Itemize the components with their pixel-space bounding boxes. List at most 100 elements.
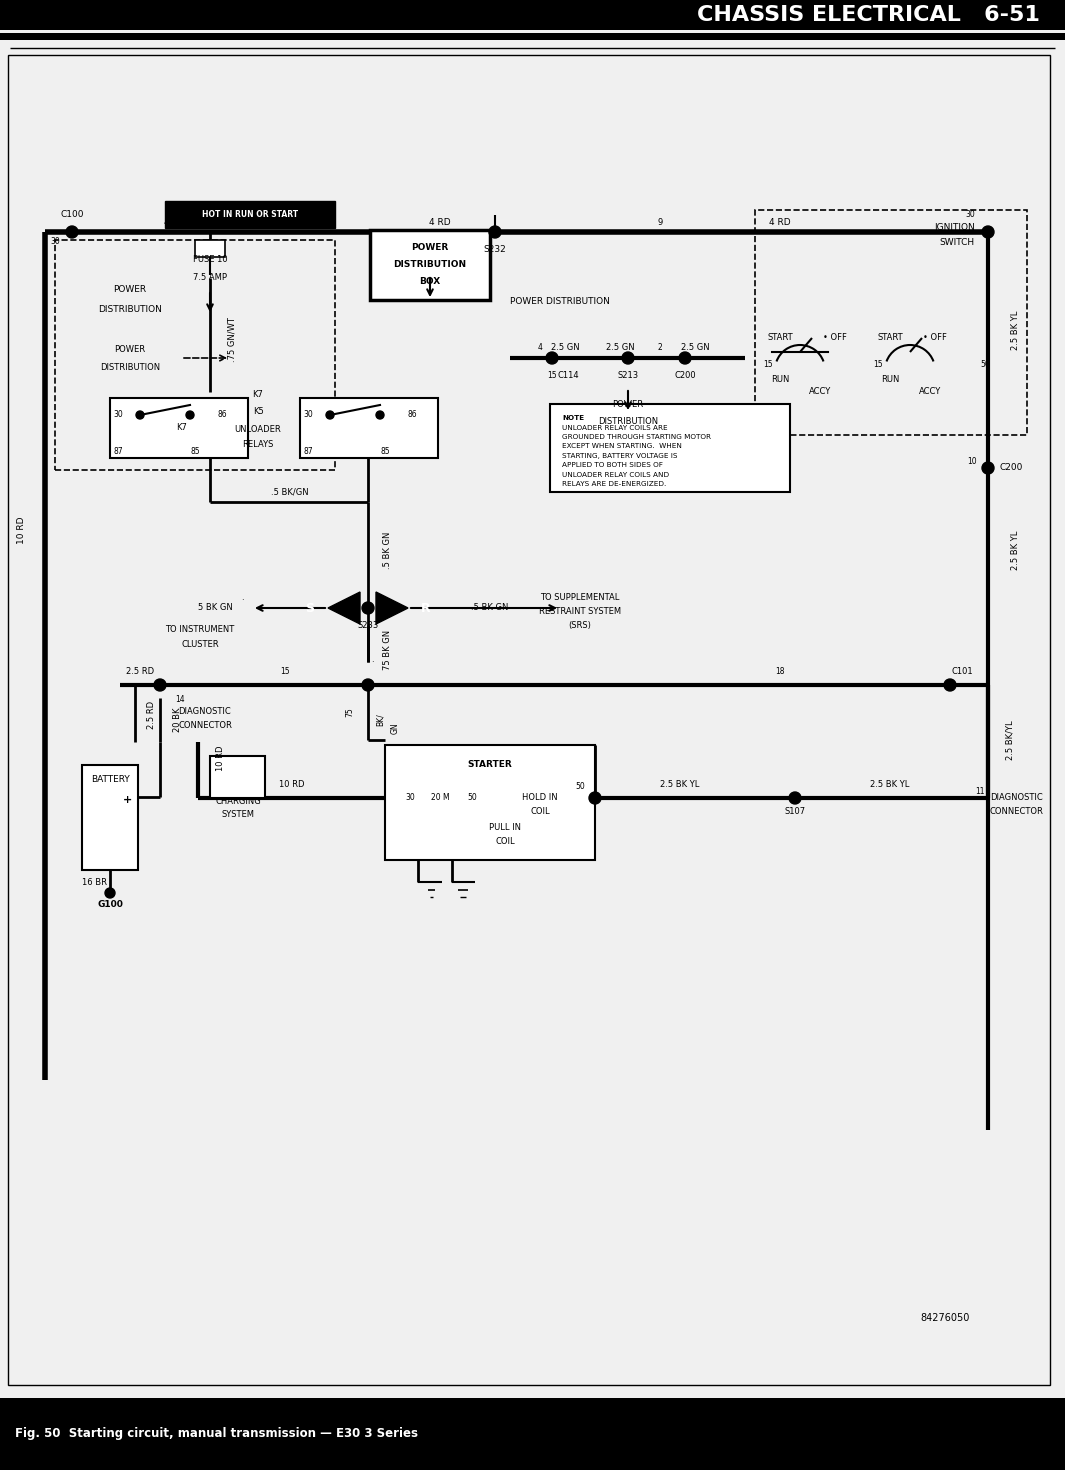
Text: • OFF: • OFF: [923, 334, 947, 343]
Text: .75 GN/WT: .75 GN/WT: [228, 318, 236, 363]
Text: C114: C114: [557, 370, 578, 379]
Text: .: .: [241, 594, 243, 603]
Text: POWER: POWER: [114, 345, 146, 354]
Text: 30: 30: [965, 210, 974, 219]
Text: 15: 15: [547, 370, 557, 379]
Text: 2.5 BK/YL: 2.5 BK/YL: [1005, 720, 1015, 760]
Text: 30: 30: [50, 238, 60, 247]
Text: CHASSIS ELECTRICAL   6-51: CHASSIS ELECTRICAL 6-51: [698, 4, 1041, 25]
Text: Fig. 50  Starting circuit, manual transmission — E30 3 Series: Fig. 50 Starting circuit, manual transmi…: [15, 1427, 417, 1441]
Circle shape: [376, 412, 384, 419]
Text: 30: 30: [113, 410, 122, 419]
Text: GN: GN: [391, 722, 399, 734]
Text: 2.5 BK YL: 2.5 BK YL: [870, 781, 910, 789]
Text: FUSE 10: FUSE 10: [193, 256, 227, 265]
Text: RUN: RUN: [771, 375, 789, 385]
Text: POWER: POWER: [411, 244, 448, 253]
Text: UNLOADER: UNLOADER: [234, 425, 281, 435]
Text: CONNECTOR: CONNECTOR: [178, 722, 232, 731]
Circle shape: [622, 351, 634, 365]
Text: 50: 50: [468, 794, 477, 803]
Text: CONNECTOR: CONNECTOR: [990, 807, 1044, 816]
Text: 2: 2: [657, 344, 662, 353]
Text: S213: S213: [618, 370, 639, 379]
Text: G100: G100: [97, 901, 122, 910]
Text: 2.5 BK YL: 2.5 BK YL: [660, 781, 700, 789]
Text: RELAYS: RELAYS: [243, 441, 274, 450]
Text: 4: 4: [538, 344, 542, 353]
Text: 86: 86: [217, 410, 227, 419]
Text: HOLD IN: HOLD IN: [522, 794, 558, 803]
Circle shape: [944, 679, 956, 691]
Text: 30: 30: [304, 410, 313, 419]
Text: 85: 85: [380, 447, 390, 457]
Bar: [82, 764, 138, 870]
Text: 30: 30: [405, 794, 415, 803]
Text: 5 BK GN: 5 BK GN: [198, 604, 232, 613]
Text: POWER DISTRIBUTION: POWER DISTRIBUTION: [510, 297, 610, 307]
Text: 15: 15: [280, 667, 290, 676]
Bar: [370, 229, 490, 300]
Text: 9: 9: [657, 219, 662, 228]
Text: .5 BK/GN: .5 BK/GN: [272, 488, 309, 497]
Text: IGNITION: IGNITION: [934, 223, 974, 232]
Text: 87: 87: [113, 447, 122, 457]
Text: C101: C101: [952, 667, 973, 676]
Text: 87: 87: [304, 447, 313, 457]
Text: COIL: COIL: [495, 838, 514, 847]
Text: R: R: [421, 601, 431, 614]
Circle shape: [154, 679, 166, 691]
Text: DISTRIBUTION: DISTRIBUTION: [98, 306, 162, 315]
Text: BK/: BK/: [376, 713, 384, 726]
Text: GROUNDED THROUGH STARTING MOTOR: GROUNDED THROUGH STARTING MOTOR: [562, 434, 711, 440]
Text: 2.5 GN: 2.5 GN: [681, 344, 709, 353]
Text: +: +: [124, 795, 133, 806]
Text: BATTERY: BATTERY: [91, 776, 129, 785]
Text: POWER: POWER: [612, 400, 643, 410]
Bar: [0, 0, 1065, 29]
Text: SWITCH: SWITCH: [940, 238, 974, 247]
Text: EXCEPT WHEN STARTING.  WHEN: EXCEPT WHEN STARTING. WHEN: [562, 444, 682, 450]
Text: STARTING, BATTERY VOLTAGE IS: STARTING, BATTERY VOLTAGE IS: [562, 453, 677, 459]
Circle shape: [546, 351, 558, 365]
Text: .5 BK GN: .5 BK GN: [383, 531, 393, 569]
Text: 16 BR: 16 BR: [82, 879, 108, 888]
Text: .5 BK GN: .5 BK GN: [472, 604, 509, 613]
Text: (SRS): (SRS): [569, 622, 591, 631]
Circle shape: [982, 462, 994, 473]
Text: NOTE: NOTE: [562, 415, 584, 420]
Text: 10 RD: 10 RD: [17, 516, 27, 544]
Text: 14: 14: [175, 695, 185, 704]
Text: S233: S233: [358, 620, 379, 629]
Bar: [165, 201, 335, 228]
Bar: [55, 240, 335, 470]
Bar: [195, 240, 225, 257]
Circle shape: [589, 792, 601, 804]
Circle shape: [789, 792, 801, 804]
Text: 86: 86: [407, 410, 416, 419]
Circle shape: [66, 226, 78, 238]
Circle shape: [186, 412, 194, 419]
Text: UNLOADER RELAY COILS ARE: UNLOADER RELAY COILS ARE: [562, 425, 668, 431]
Text: 11: 11: [976, 788, 985, 797]
Text: 2.5 BK YL: 2.5 BK YL: [1011, 310, 1019, 350]
Text: 4 RD: 4 RD: [769, 219, 791, 228]
Text: 50: 50: [575, 782, 585, 791]
Text: RUN: RUN: [881, 375, 899, 385]
Circle shape: [105, 888, 115, 898]
Text: BOX: BOX: [420, 278, 441, 287]
Circle shape: [362, 679, 374, 691]
Text: 2.5 RD: 2.5 RD: [126, 667, 154, 676]
Circle shape: [982, 226, 994, 238]
Text: SYSTEM: SYSTEM: [222, 810, 255, 819]
Text: S: S: [306, 601, 314, 614]
Text: TO SUPPLEMENTAL: TO SUPPLEMENTAL: [540, 594, 620, 603]
Text: 10 RD: 10 RD: [215, 745, 225, 770]
Text: 20 M: 20 M: [430, 794, 449, 803]
Text: UNLOADER RELAY COILS AND: UNLOADER RELAY COILS AND: [562, 472, 669, 478]
Text: K7: K7: [252, 391, 263, 400]
Text: 2.5 BK YL: 2.5 BK YL: [1011, 531, 1019, 570]
Text: HOT IN RUN OR START: HOT IN RUN OR START: [202, 210, 298, 219]
Text: PULL IN: PULL IN: [489, 823, 521, 832]
Text: K5: K5: [252, 407, 263, 416]
